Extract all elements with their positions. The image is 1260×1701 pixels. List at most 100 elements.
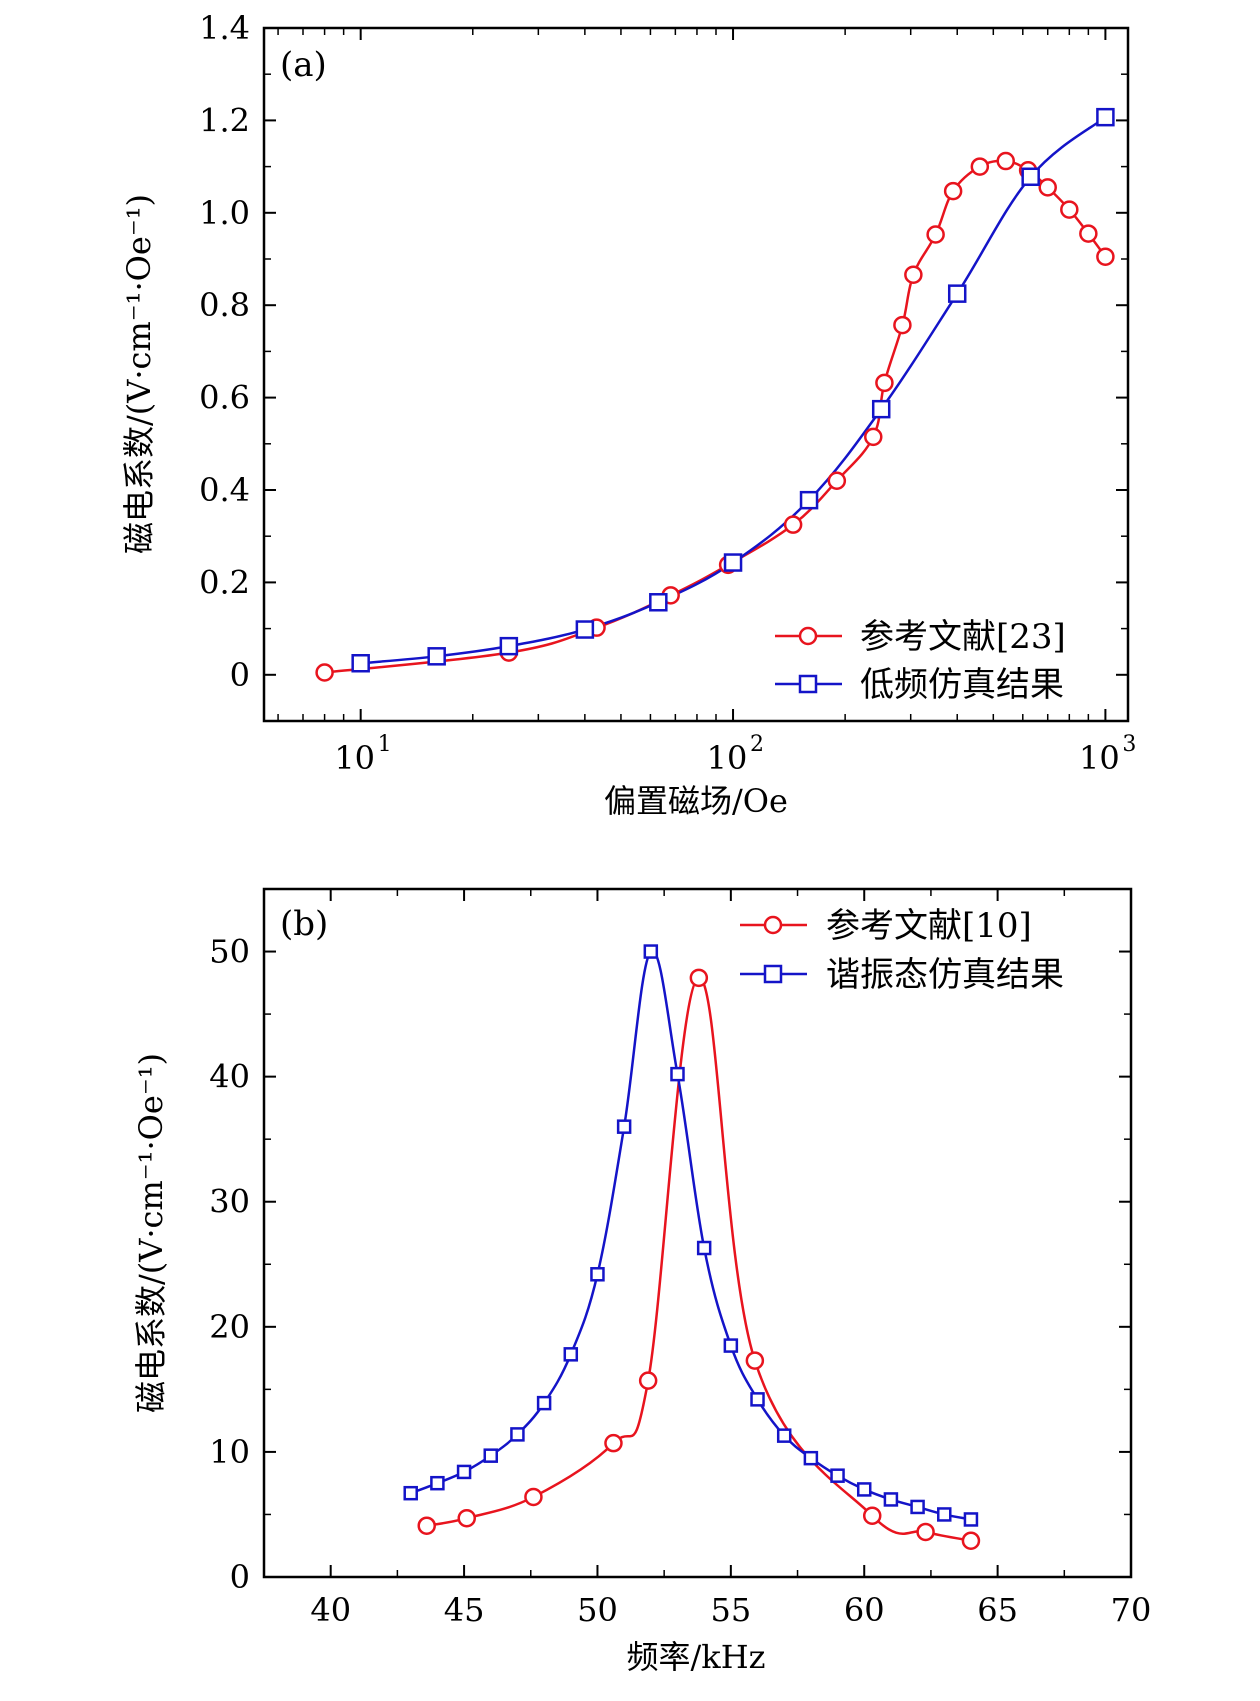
data-point-a-0-16 [1038,178,1057,197]
x-tick-label-a-1: 10 [707,739,748,777]
y-tick-label-b-2: 20 [209,1308,250,1346]
data-point-a-0-8 [875,373,894,393]
y-axis-title-b: 磁电系数/(V·cm⁻¹·Oe⁻¹) [132,1053,170,1413]
data-point-b-1-19 [910,1499,925,1515]
y-tick-label-a-4: 0.8 [199,286,250,324]
data-point-a-1-10 [1096,107,1115,127]
data-point-a-0-18 [1079,224,1098,243]
x-tick-label-a-0: 10 [334,739,375,777]
y-tick-label-a-2: 0.4 [199,471,250,509]
legend-label-b-1: 谐振态仿真结果 [826,955,1064,995]
x-tick-label-b-6: 70 [1111,1591,1152,1629]
data-point-b-0-0 [417,1516,436,1535]
legend-marker-a-0 [798,626,818,646]
data-point-b-1-0 [403,1485,418,1501]
x-axis-title-b: 频率/kHz [627,1638,766,1676]
data-point-b-0-1 [457,1508,476,1528]
data-point-a-0-17 [1060,200,1079,219]
series-line-b-0 [426,976,972,1542]
data-point-b-1-6 [563,1347,579,1362]
x-tick-exponent-a-1: 2 [750,732,764,757]
y-tick-label-a-6: 1.2 [199,101,250,139]
data-point-a-1-5 [723,553,743,572]
data-point-b-1-3 [483,1448,499,1463]
data-point-b-1-14 [776,1428,792,1443]
series-markers-a [315,107,1115,682]
x-tick-exponent-a-0: 1 [378,732,392,757]
legend-label-a-0: 参考文献[23] [860,617,1066,657]
y-tick-label-a-3: 0.6 [199,379,250,417]
y-tick-label-b-3: 30 [209,1183,250,1221]
panel-label-a: (a) [280,45,327,85]
series-markers-b [403,944,981,1550]
legend-marker-b-1 [763,964,783,984]
data-point-a-0-9 [893,315,912,335]
data-point-b-1-18 [883,1492,899,1507]
data-point-b-1-10 [670,1066,685,1082]
data-point-a-0-5 [783,515,803,534]
data-point-a-1-3 [575,620,595,639]
legend-label-a-1: 低频仿真结果 [860,665,1064,705]
data-point-a-0-14 [996,151,1016,171]
plot-frame-b [262,887,1133,1579]
data-point-b-1-9 [643,944,659,959]
x-tick-label-b-3: 55 [710,1591,751,1629]
y-axis-title-a: 磁电系数/(V·cm⁻¹·Oe⁻¹) [120,194,158,554]
data-point-a-0-11 [926,225,945,244]
data-point-b-1-4 [510,1427,525,1442]
data-point-a-1-7 [871,399,891,419]
data-point-a-1-8 [947,284,967,303]
data-point-a-1-9 [1021,167,1040,187]
data-point-b-1-7 [590,1267,605,1282]
data-point-a-0-12 [943,181,963,201]
y-tick-label-b-5: 50 [209,933,250,971]
y-tick-label-a-5: 1.0 [199,194,250,232]
data-point-b-1-5 [536,1395,552,1411]
data-point-b-0-3 [604,1433,623,1453]
data-point-b-0-8 [916,1522,935,1542]
x-tick-label-b-2: 50 [577,1591,618,1629]
chart-panel-a: 00.20.40.60.81.01.21.410 1 10 2 10 3 (a) 偏置磁场… [120,9,1136,820]
y-tick-label-b-0: 0 [230,1558,250,1596]
data-point-a-1-4 [649,593,668,612]
series-line-a-0 [324,159,1107,674]
data-point-b-0-7 [862,1506,882,1525]
y-tick-label-b-1: 10 [209,1433,250,1471]
data-point-a-1-1 [427,647,446,666]
y-tick-label-a-1: 0.2 [199,563,250,601]
data-point-a-0-10 [904,265,923,284]
data-point-a-0-19 [1096,247,1115,266]
data-point-b-1-21 [963,1512,979,1527]
chart-panel-b: 0 10 20 30 40 50 40 45 50 55 60 65 70 (b) 频率/kHz 磁电系… [132,887,1152,1676]
data-point-a-1-2 [499,636,519,656]
data-point-b-1-13 [750,1392,765,1407]
series-line-a-1 [360,116,1107,665]
data-point-b-0-2 [524,1487,543,1507]
plot-frame-a [262,26,1130,723]
x-tick-label-b-1: 45 [444,1591,485,1629]
data-point-b-1-8 [616,1119,632,1134]
data-point-a-1-6 [799,490,819,510]
data-point-b-1-16 [830,1468,845,1483]
data-point-a-1-0 [351,654,370,673]
series-line-b-1 [410,949,972,1521]
legend-marker-b-0 [763,915,783,935]
data-point-a-0-13 [970,157,990,176]
data-point-b-1-20 [937,1507,952,1522]
legend-marker-a-1 [798,674,818,694]
data-point-b-1-17 [856,1482,872,1497]
x-tick-label-b-5: 65 [977,1591,1018,1629]
data-point-b-0-5 [689,968,709,988]
data-point-a-0-0 [315,663,334,682]
y-tick-label-a-0: 0 [230,656,250,694]
x-tick-label-b-0: 40 [310,1591,351,1629]
x-axis-title-a: 偏置磁场/Oe [604,782,788,820]
data-point-b-0-9 [961,1531,981,1550]
data-point-b-1-2 [456,1464,472,1480]
data-point-a-0-6 [827,471,847,491]
legend-b: 参考文献[10] 谐振态仿真结果 [740,906,1064,995]
panel-label-b: (b) [280,904,328,944]
x-tick-exponent-a-2: 3 [1122,732,1136,757]
data-point-b-0-4 [638,1371,658,1390]
